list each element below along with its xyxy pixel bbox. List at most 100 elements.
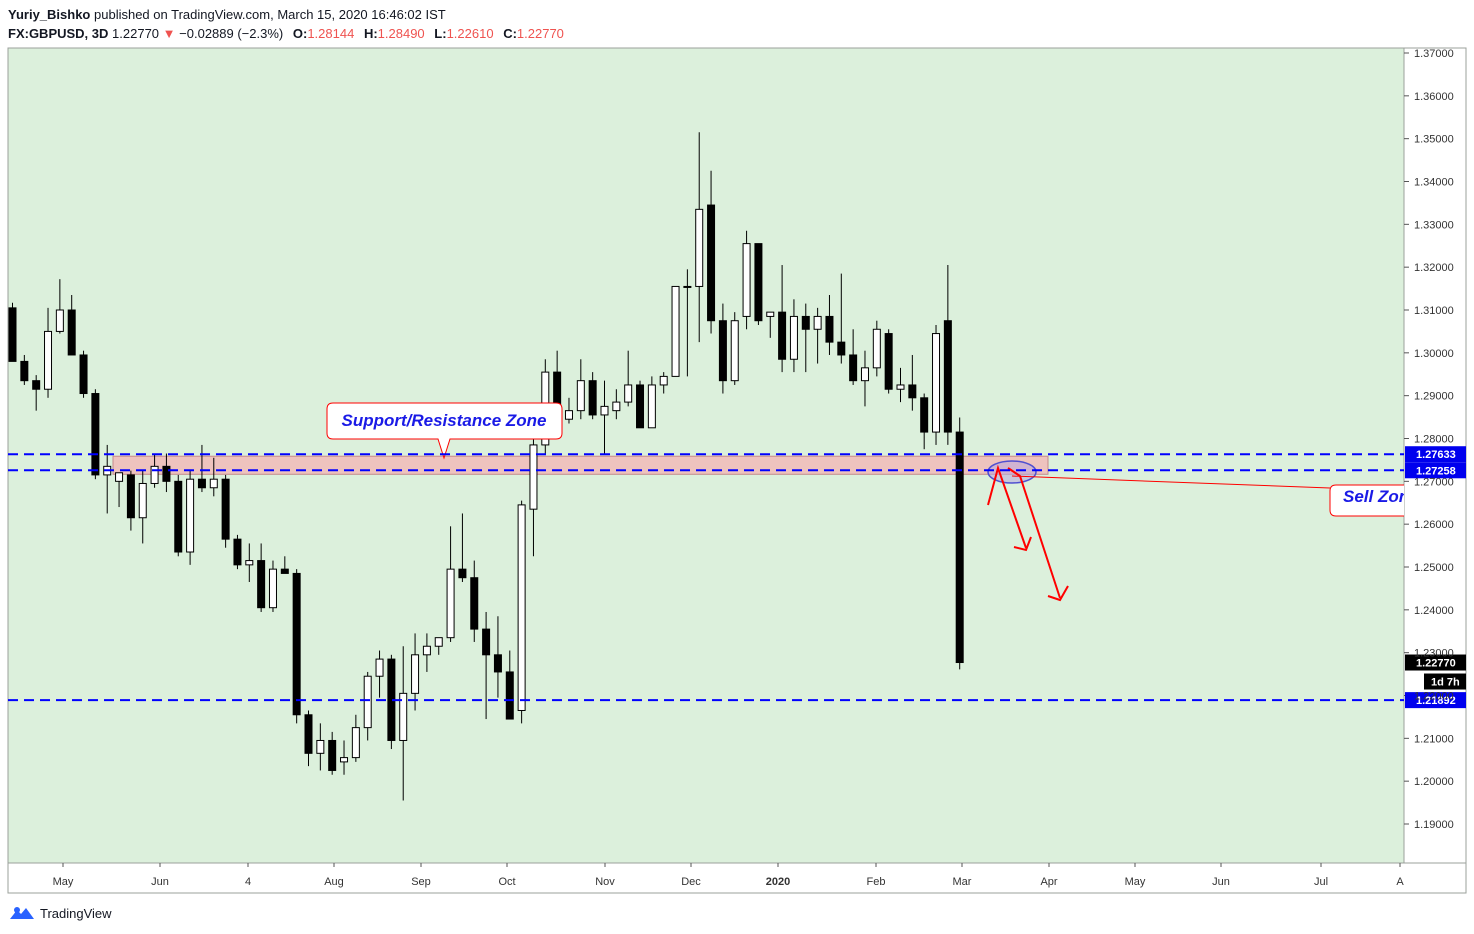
candle[interactable] — [209, 457, 218, 497]
time-axis[interactable] — [7, 862, 1467, 894]
candle[interactable] — [470, 560, 479, 642]
candle[interactable] — [351, 714, 360, 762]
candle[interactable] — [624, 350, 633, 407]
candle[interactable] — [233, 534, 242, 570]
candle[interactable] — [813, 307, 822, 364]
candle[interactable] — [612, 389, 621, 420]
author-name[interactable]: Yuriy_Bishko — [8, 7, 91, 22]
candle[interactable] — [20, 354, 29, 385]
candle[interactable] — [955, 417, 964, 670]
candle[interactable] — [446, 526, 455, 642]
candle[interactable] — [896, 367, 905, 403]
candle[interactable] — [126, 470, 135, 531]
candle[interactable] — [328, 731, 337, 775]
down-arrow-path-2[interactable] — [1007, 467, 1061, 599]
candle[interactable] — [174, 474, 183, 557]
price-tick-label: 1.22000 — [1414, 691, 1454, 703]
candle[interactable] — [576, 359, 585, 420]
candle[interactable] — [304, 710, 313, 767]
candle[interactable] — [943, 265, 952, 445]
candle[interactable] — [422, 633, 431, 672]
candle[interactable] — [683, 269, 692, 377]
candle[interactable] — [434, 637, 443, 655]
candle[interactable] — [872, 320, 881, 377]
candle-body — [422, 645, 431, 656]
candle[interactable] — [67, 295, 76, 356]
support-resistance-zone[interactable] — [112, 455, 1049, 475]
footer-brand[interactable]: TradingView — [8, 905, 112, 921]
candle[interactable] — [55, 279, 64, 334]
candle[interactable] — [849, 329, 858, 385]
candle[interactable] — [197, 444, 206, 493]
candle[interactable] — [8, 302, 17, 362]
candle-body — [91, 393, 100, 476]
candle[interactable] — [482, 611, 491, 720]
plot-area[interactable] — [7, 47, 1405, 864]
candle[interactable] — [411, 633, 420, 711]
candle[interactable] — [564, 397, 573, 424]
candle[interactable] — [115, 472, 124, 508]
candle[interactable] — [458, 513, 467, 582]
candle[interactable] — [801, 303, 810, 373]
candle[interactable] — [517, 500, 526, 724]
candle[interactable] — [505, 650, 514, 720]
sell-zone-ellipse[interactable] — [987, 460, 1037, 484]
candle[interactable] — [138, 470, 147, 544]
candle-body — [636, 384, 645, 429]
candle[interactable] — [837, 273, 846, 364]
candle[interactable] — [588, 372, 597, 420]
candle[interactable] — [280, 556, 289, 574]
candle[interactable] — [671, 285, 680, 377]
candle[interactable] — [529, 423, 538, 557]
candle[interactable] — [825, 295, 834, 355]
candle[interactable] — [493, 616, 502, 698]
candle[interactable] — [221, 474, 230, 548]
candle[interactable] — [316, 723, 325, 771]
candle[interactable] — [647, 376, 656, 429]
candle[interactable] — [766, 311, 775, 338]
candle[interactable] — [695, 132, 704, 343]
sell-callout-box[interactable] — [1329, 484, 1474, 517]
candle-body — [174, 480, 183, 553]
candle[interactable] — [730, 312, 739, 385]
candle[interactable] — [754, 243, 763, 325]
sell-callout[interactable]: Sell Zone — [1329, 484, 1474, 517]
candle[interactable] — [387, 654, 396, 750]
candle[interactable] — [860, 350, 869, 407]
candle[interactable] — [91, 389, 100, 480]
candle[interactable] — [292, 569, 301, 724]
candle[interactable] — [257, 543, 266, 612]
candle[interactable] — [742, 230, 751, 330]
candle[interactable] — [600, 380, 609, 454]
candle[interactable] — [778, 265, 787, 373]
price-chart[interactable]: Support/Resistance Zone Sell Zone 1.27633… — [0, 0, 1474, 894]
candle[interactable] — [399, 646, 408, 801]
time-tick-label: Sep — [411, 876, 431, 888]
candle[interactable] — [884, 329, 893, 394]
ohlc-legend: FX:GBPUSD, 3D 1.22770 ▼ −0.02889 (−2.3%)… — [8, 26, 564, 41]
candle[interactable] — [707, 170, 716, 334]
candle[interactable] — [162, 453, 171, 493]
candle[interactable] — [789, 299, 798, 373]
candle[interactable] — [920, 393, 929, 450]
candle[interactable] — [44, 307, 53, 398]
candle[interactable] — [340, 740, 349, 775]
candle[interactable] — [932, 324, 941, 445]
candle-body — [813, 315, 822, 330]
candle-body — [683, 285, 692, 288]
candle-body — [150, 465, 159, 484]
zone-callout-box[interactable] — [326, 402, 563, 460]
candle[interactable] — [908, 354, 917, 411]
candle[interactable] — [718, 303, 727, 394]
candle-body — [659, 375, 668, 386]
candle[interactable] — [375, 650, 384, 698]
candle[interactable] — [363, 671, 372, 741]
candle[interactable] — [659, 372, 668, 394]
candle[interactable] — [245, 543, 254, 582]
candle[interactable] — [186, 470, 195, 565]
candle[interactable] — [32, 375, 41, 411]
candle[interactable] — [79, 350, 88, 398]
down-arrow-path-1[interactable] — [987, 464, 1027, 549]
candle[interactable] — [636, 380, 645, 429]
candle[interactable] — [268, 560, 277, 612]
